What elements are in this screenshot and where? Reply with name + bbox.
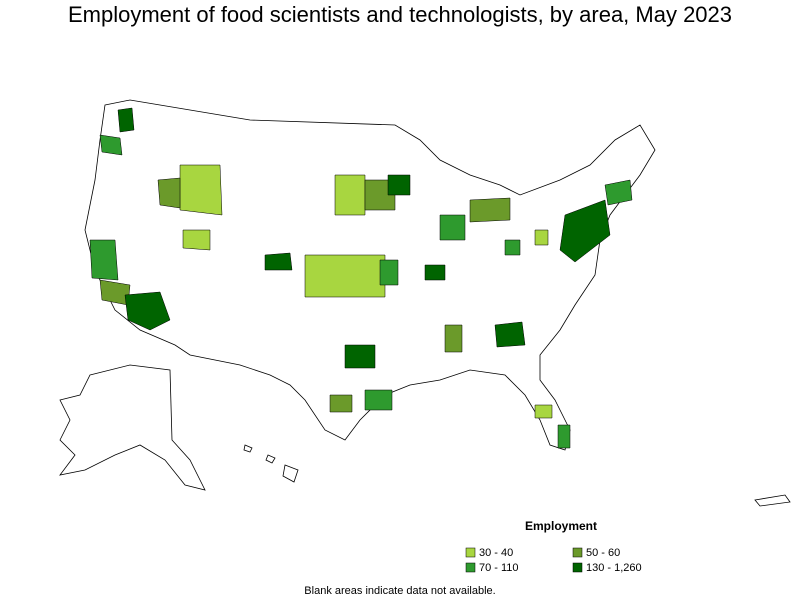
- legend-swatch: [465, 562, 476, 573]
- map-area: [364, 179, 396, 211]
- legend-label: 50 - 60: [586, 547, 620, 559]
- map-area: [157, 177, 181, 209]
- map-area: [469, 197, 511, 223]
- map-area: [179, 164, 223, 216]
- puerto-rico: [754, 494, 791, 507]
- map-area: [439, 214, 466, 241]
- map-area: [379, 259, 399, 286]
- map-area: [344, 344, 376, 369]
- map-base: [59, 99, 791, 507]
- legend: Employment 30 - 40 50 - 60 70 - 110 130 - 1…: [465, 519, 642, 574]
- map-area: [124, 291, 171, 331]
- employment-areas: [89, 107, 633, 449]
- map-area: [99, 134, 123, 156]
- map-area: [444, 324, 463, 353]
- legend-label: 70 - 110: [479, 562, 519, 574]
- map-area: [557, 424, 571, 449]
- map-area: [117, 107, 135, 133]
- map-area: [334, 174, 366, 216]
- map-area: [182, 229, 211, 251]
- map-area: [504, 239, 521, 256]
- map-area: [329, 394, 353, 413]
- map-area: [387, 174, 411, 196]
- map-area: [534, 229, 549, 246]
- map-area: [304, 254, 386, 298]
- legend-label: 30 - 40: [479, 547, 513, 559]
- legend-label: 130 - 1,260: [586, 562, 642, 574]
- map-area: [89, 239, 119, 281]
- map-title: Employment of food scientists and techno…: [68, 2, 732, 27]
- hawaii: [243, 444, 253, 453]
- map-area: [364, 389, 393, 411]
- map-area: [604, 179, 633, 206]
- footnote: Blank areas indicate data not available.: [304, 585, 495, 597]
- hawaii: [265, 454, 276, 464]
- map-area: [534, 404, 553, 419]
- legend-swatch: [572, 562, 583, 573]
- map-area: [264, 252, 293, 271]
- legend-swatch: [465, 547, 476, 558]
- map-area: [559, 199, 611, 263]
- alaska: [59, 364, 206, 491]
- legend-swatch: [572, 547, 583, 558]
- legend-title: Employment: [525, 519, 597, 533]
- legend-items: 30 - 40 50 - 60 70 - 110 130 - 1,260: [465, 547, 642, 574]
- hawaii: [282, 464, 299, 483]
- map-area: [424, 264, 446, 281]
- map-area: [494, 321, 526, 348]
